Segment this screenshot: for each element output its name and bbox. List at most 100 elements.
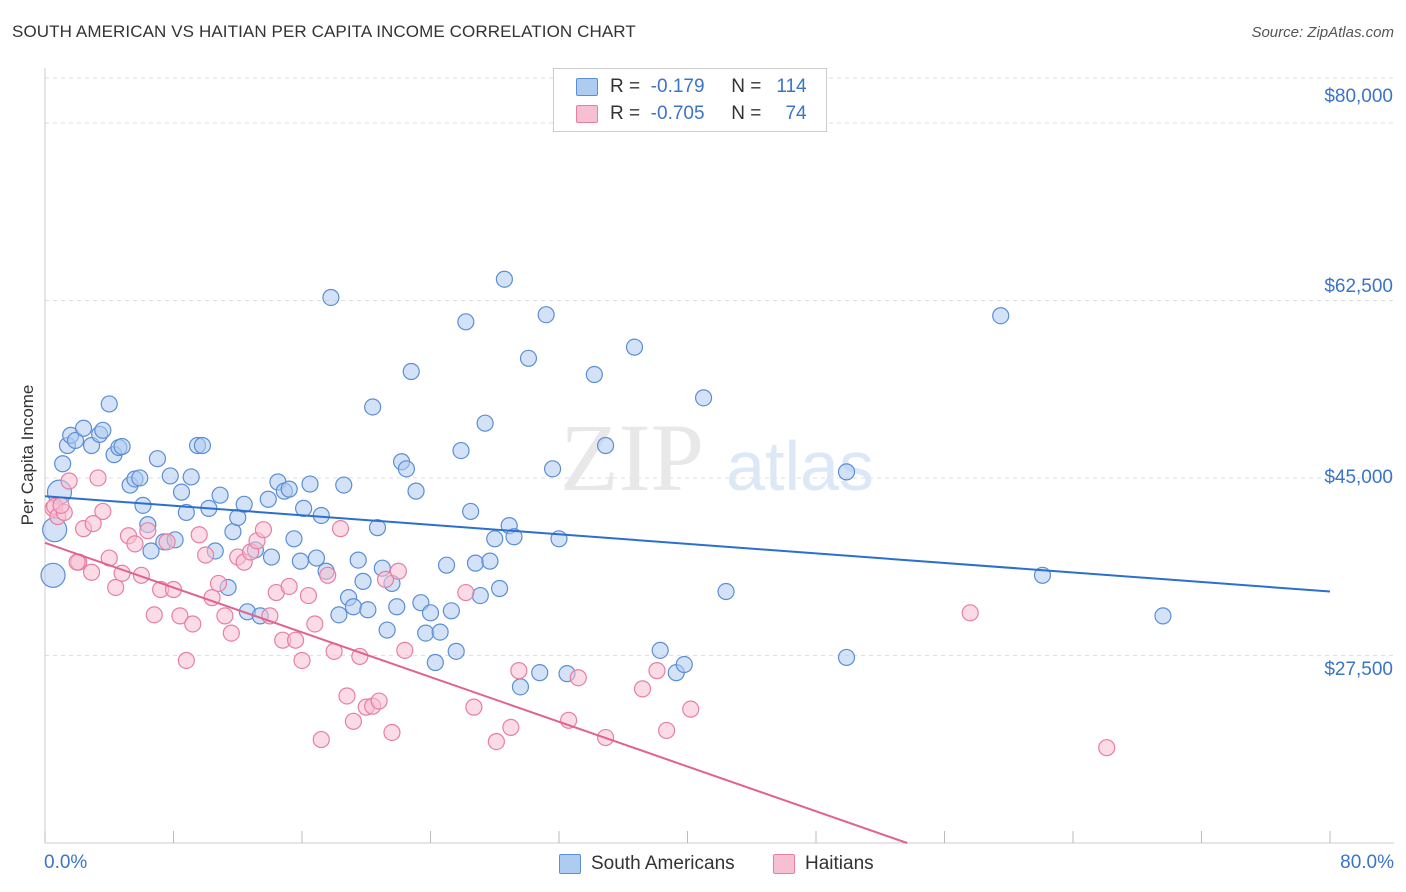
haitians-point: [633, 680, 652, 698]
haitians-point: [209, 574, 228, 593]
south-americans-point: [94, 421, 112, 439]
south-americans-point: [40, 562, 66, 588]
y-axis-label: Per Capita Income: [18, 384, 37, 526]
haitians-point: [319, 566, 337, 584]
x-tick-label-max: 80.0%: [1340, 852, 1394, 873]
south-americans-point: [596, 436, 615, 455]
south-americans-point: [235, 495, 253, 513]
south-americans-point: [335, 476, 353, 494]
haitians-point: [383, 723, 401, 742]
south-americans-point: [172, 483, 191, 501]
south-americans-point: [992, 307, 1010, 325]
haitians-point: [145, 606, 163, 624]
haitians-point: [222, 624, 240, 642]
south-americans-point: [134, 496, 152, 514]
legend-n-label: N =: [731, 76, 762, 97]
haitians-point: [370, 692, 388, 710]
haitians-point: [338, 687, 356, 705]
south-americans-point: [182, 468, 200, 486]
south-americans-point: [625, 338, 644, 356]
south-americans-point: [259, 490, 277, 508]
haitians-point: [139, 522, 157, 540]
south-americans-point: [322, 288, 340, 307]
haitians-point: [306, 615, 324, 633]
south-americans-trendline: [44, 495, 1331, 593]
south-americans-point: [457, 313, 475, 331]
south-americans-point: [354, 572, 372, 590]
legend-row-south-americans: R = -0.179 N = 114: [576, 75, 807, 99]
legend-r-value: -0.705: [650, 103, 705, 124]
south-americans-point: [74, 419, 93, 437]
haitians-point: [286, 631, 305, 649]
x-tick-label-min: 0.0%: [44, 852, 88, 873]
series-legend-haitians[interactable]: Haitians: [773, 852, 874, 876]
haitians-point: [190, 526, 208, 544]
haitians-point: [569, 669, 587, 687]
haitians-point: [216, 607, 234, 625]
south-americans-point: [402, 362, 420, 381]
y-tick-label: $27,500: [1324, 659, 1393, 680]
haitians-point: [107, 578, 125, 597]
south-americans-point: [452, 441, 470, 460]
haitians-point: [1098, 739, 1116, 757]
south-americans-point: [291, 552, 309, 570]
south-americans-point: [280, 480, 298, 498]
haitians-point: [177, 651, 195, 670]
south-americans-point: [66, 431, 85, 450]
haitians-point: [502, 718, 520, 737]
south-americans-point: [505, 528, 523, 546]
south-americans-point: [511, 678, 530, 696]
haitians-point: [389, 562, 407, 580]
south-americans-point: [330, 606, 348, 624]
legend-n-label: N =: [731, 103, 762, 124]
haitians-point: [184, 615, 202, 633]
south-americans-point: [543, 460, 562, 478]
haitians-point: [293, 651, 311, 670]
legend-n-value: 114: [776, 76, 807, 97]
haitians-point: [396, 641, 414, 659]
south-americans-point: [142, 542, 160, 560]
south-americans-point: [193, 436, 212, 455]
x-tick-marks: [44, 831, 1331, 843]
haitians-point: [648, 662, 666, 680]
haitians-point: [510, 662, 528, 680]
south-americans-point: [388, 598, 406, 616]
haitians-point: [52, 496, 70, 514]
haitians-point: [331, 520, 350, 538]
source-credit: Source: ZipAtlas.com: [1251, 24, 1394, 41]
south-americans-point: [417, 624, 435, 642]
south-americans-point: [531, 664, 549, 682]
south-americans-point: [694, 389, 713, 407]
haitians-point: [280, 577, 298, 596]
legend-swatch-pink: [773, 854, 795, 874]
haitians-point: [312, 730, 330, 749]
south-americans-point: [285, 530, 303, 548]
chart-title: SOUTH AMERICAN VS HAITIAN PER CAPITA INC…: [12, 22, 636, 41]
south-americans-point: [426, 653, 444, 672]
series-legend-south-americans[interactable]: South Americans: [559, 852, 735, 876]
y-tick-label: $80,000: [1324, 86, 1393, 107]
south-americans-point: [349, 551, 367, 569]
south-americans-point: [100, 395, 118, 413]
south-americans-point: [476, 414, 494, 432]
south-americans-point: [466, 554, 485, 572]
haitians-point: [487, 732, 505, 751]
south-americans-point: [211, 486, 229, 504]
south-americans-point: [447, 642, 465, 660]
south-americans-point: [495, 270, 513, 288]
south-americans-point: [364, 398, 382, 416]
haitians-point: [254, 521, 273, 539]
south-americans-point: [519, 349, 538, 367]
south-americans-point: [481, 552, 499, 570]
south-americans-point: [397, 460, 416, 478]
haitians-point: [84, 514, 102, 533]
south-americans-point: [651, 641, 669, 659]
legend-swatch-blue: [559, 854, 581, 874]
legend-swatch-blue: [576, 78, 598, 96]
legend-r-label: R =: [610, 103, 641, 124]
south-americans-point: [585, 365, 603, 384]
watermark-zip: ZIP: [560, 404, 704, 511]
y-tick-label: $62,500: [1324, 276, 1393, 297]
south-americans-point: [717, 582, 735, 601]
